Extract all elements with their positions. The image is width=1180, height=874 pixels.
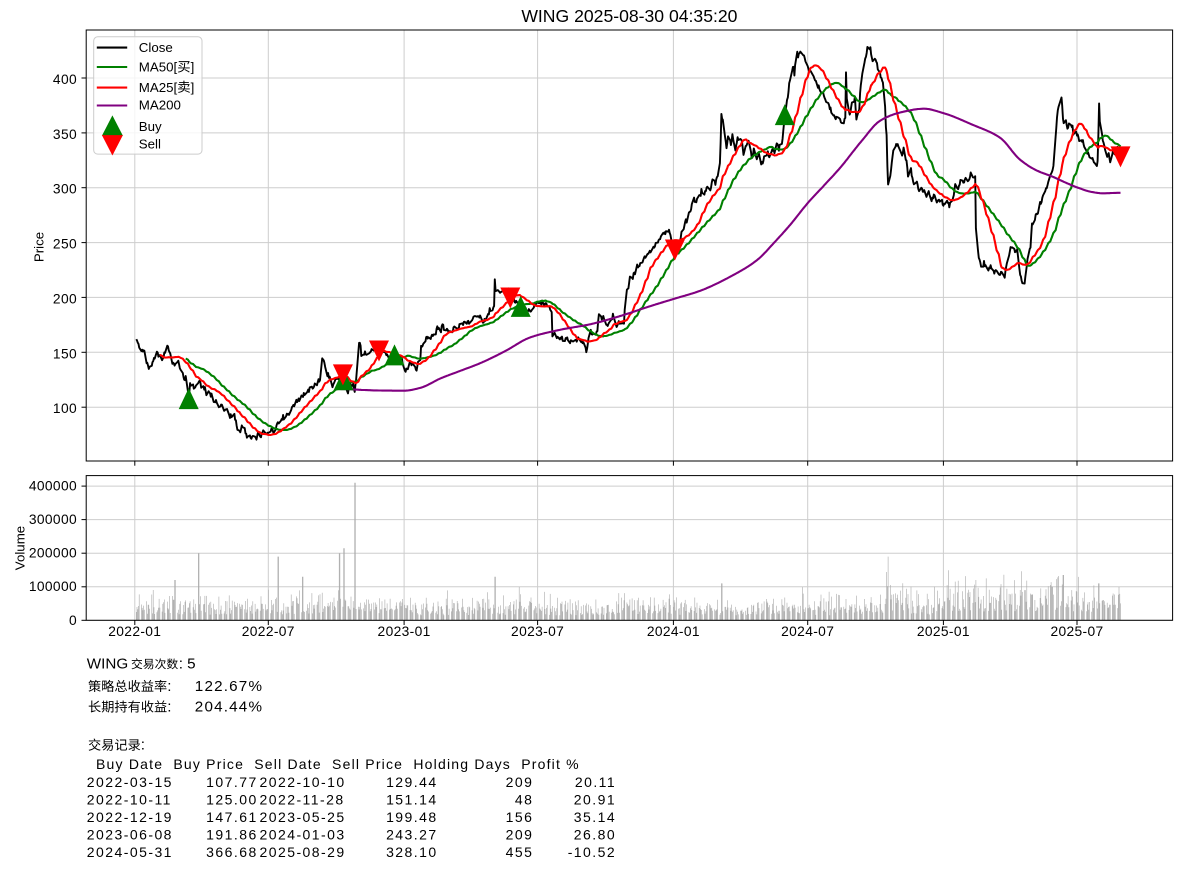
svg-text:100000: 100000 xyxy=(29,579,77,594)
svg-text:2023-07: 2023-07 xyxy=(511,624,564,639)
svg-text:WING 2025-08-30 04:35:20: WING 2025-08-30 04:35:20 xyxy=(521,6,737,26)
svg-text:26.80: 26.80 xyxy=(574,827,616,843)
svg-text:MA200: MA200 xyxy=(139,98,181,113)
svg-text:2023-01: 2023-01 xyxy=(378,624,431,639)
svg-text:122.67%: 122.67% xyxy=(195,678,263,695)
svg-text:2024-01: 2024-01 xyxy=(647,624,700,639)
svg-text:209: 209 xyxy=(506,774,534,790)
svg-text:MA50[: MA50[ xyxy=(139,60,178,75)
svg-text::: : xyxy=(167,678,171,695)
svg-text:0: 0 xyxy=(69,613,77,628)
svg-text:48: 48 xyxy=(515,792,533,808)
svg-text:455: 455 xyxy=(506,844,534,860)
svg-text::: : xyxy=(141,737,145,754)
svg-text:2022-01: 2022-01 xyxy=(108,624,161,639)
svg-text:Sell: Sell xyxy=(139,136,161,151)
svg-text:204.44%: 204.44% xyxy=(195,699,263,716)
svg-text:2023-06-08: 2023-06-08 xyxy=(87,827,173,843)
svg-text:191.86: 191.86 xyxy=(206,827,258,843)
svg-text:2024-07: 2024-07 xyxy=(781,624,834,639)
svg-text:Price: Price xyxy=(31,232,46,262)
svg-text:200000: 200000 xyxy=(29,546,77,561)
svg-text:Buy Date Buy Price Sell Date: Buy Date Buy Price Sell Date Sell Price … xyxy=(96,756,580,772)
svg-text:20.91: 20.91 xyxy=(574,792,616,808)
svg-text:107.77: 107.77 xyxy=(206,774,258,790)
svg-text:2024-05-31: 2024-05-31 xyxy=(87,844,173,860)
svg-text:199.48: 199.48 xyxy=(386,809,438,825)
svg-text:2024-01-03: 2024-01-03 xyxy=(260,827,346,843)
svg-text:2022-07: 2022-07 xyxy=(242,624,295,639)
svg-text:2025-07: 2025-07 xyxy=(1050,624,1103,639)
svg-text:151.14: 151.14 xyxy=(386,792,438,808)
svg-text:209: 209 xyxy=(506,827,534,843)
svg-text:2022-10-10: 2022-10-10 xyxy=(260,774,346,790)
svg-text:400: 400 xyxy=(53,72,77,87)
svg-text:147.61: 147.61 xyxy=(206,809,258,825)
svg-text:Volume: Volume xyxy=(13,526,28,570)
svg-text:366.68: 366.68 xyxy=(206,844,258,860)
svg-text:125.00: 125.00 xyxy=(206,792,258,808)
svg-text:2025-01: 2025-01 xyxy=(917,624,970,639)
svg-text:2025-08-29: 2025-08-29 xyxy=(260,844,346,860)
svg-text:]: ] xyxy=(191,80,195,95)
svg-text:350: 350 xyxy=(53,127,77,142)
svg-text:300: 300 xyxy=(53,182,77,197)
svg-text:129.44: 129.44 xyxy=(386,774,438,790)
svg-text:200: 200 xyxy=(53,291,77,306)
svg-text:243.27: 243.27 xyxy=(386,827,438,843)
svg-text:2023-05-25: 2023-05-25 xyxy=(260,809,346,825)
svg-text:20.11: 20.11 xyxy=(575,774,616,790)
svg-text:Buy: Buy xyxy=(139,119,162,134)
svg-text:156: 156 xyxy=(506,809,534,825)
svg-text:250: 250 xyxy=(53,237,77,252)
svg-text:400000: 400000 xyxy=(29,479,77,494)
svg-text:2022-03-15: 2022-03-15 xyxy=(87,774,173,790)
svg-text:2022-11-28: 2022-11-28 xyxy=(260,792,345,808)
svg-text:150: 150 xyxy=(53,346,77,361)
svg-text:WING: WING xyxy=(87,655,128,672)
svg-text:300000: 300000 xyxy=(29,512,77,527)
svg-text:35.14: 35.14 xyxy=(574,809,616,825)
svg-text:-10.52: -10.52 xyxy=(568,844,616,860)
svg-text::: : xyxy=(167,699,171,716)
svg-text:]: ] xyxy=(191,60,195,75)
svg-text:MA25[: MA25[ xyxy=(139,80,178,95)
svg-text:100: 100 xyxy=(53,401,77,416)
svg-text:328.10: 328.10 xyxy=(386,844,438,860)
svg-text:2022-12-19: 2022-12-19 xyxy=(87,809,173,825)
svg-text:2022-10-11: 2022-10-11 xyxy=(87,792,172,808)
svg-text:: 5: : 5 xyxy=(179,655,196,672)
svg-text:Close: Close xyxy=(139,40,173,55)
